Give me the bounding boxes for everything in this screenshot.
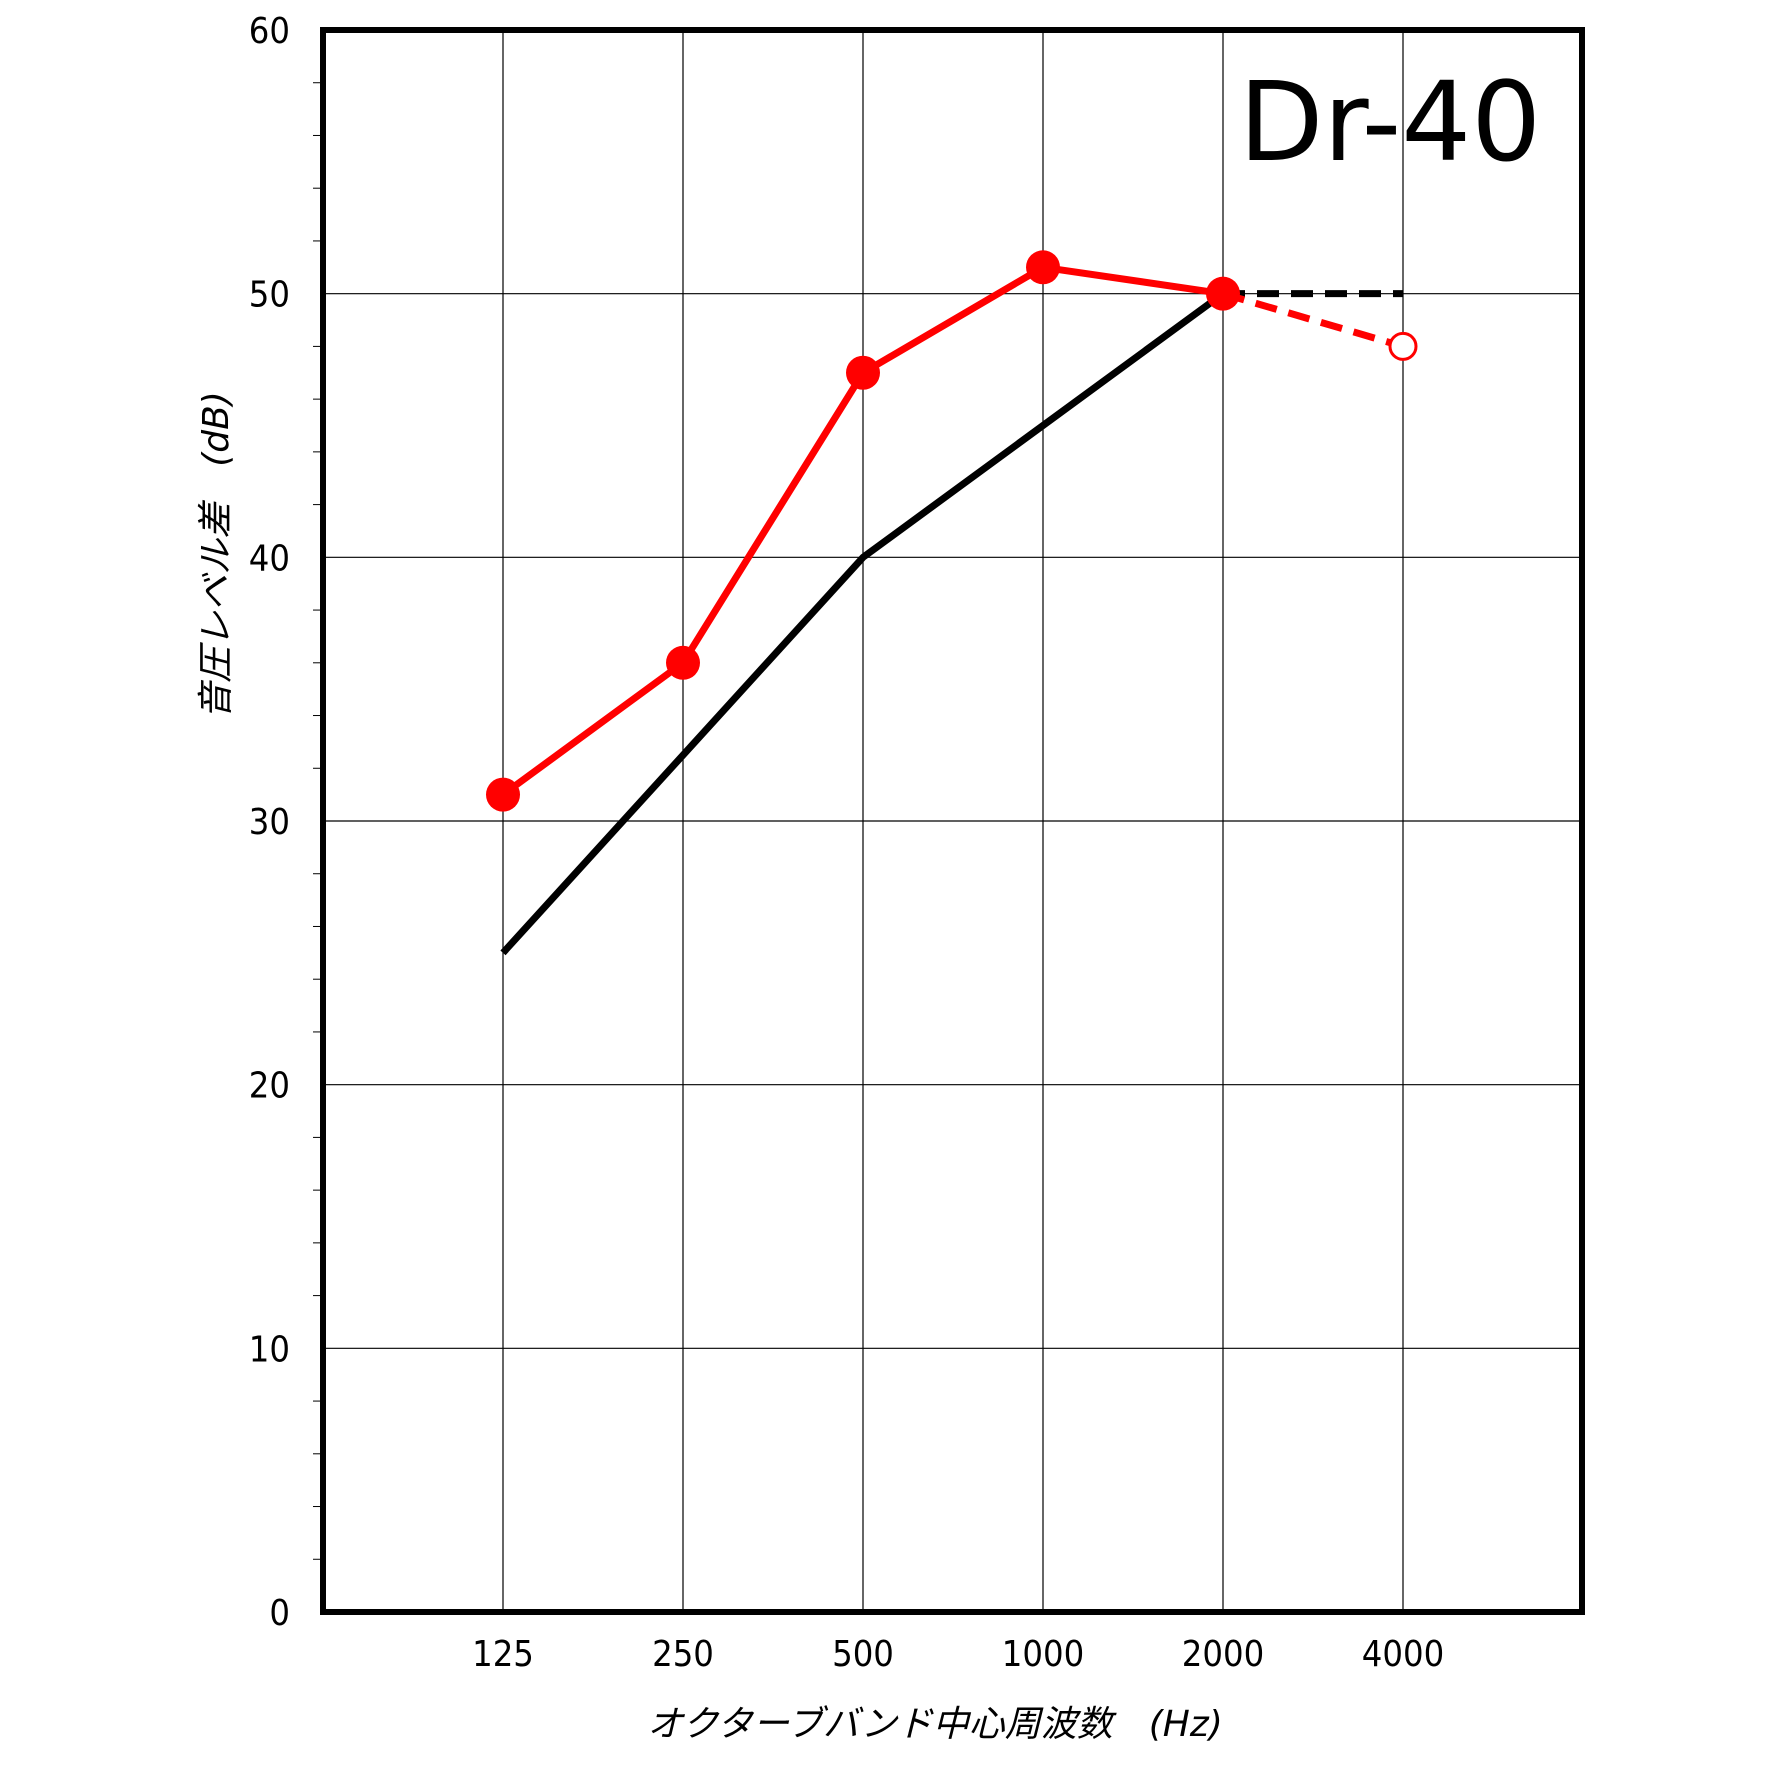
- x-tick-label: 125: [472, 1634, 534, 1675]
- series-black: [500, 290, 1403, 956]
- data-point: [666, 645, 700, 680]
- data-point: [1026, 250, 1060, 285]
- series-red: [486, 250, 1418, 812]
- data-point: [846, 355, 880, 390]
- data-point-open: [1388, 331, 1418, 361]
- x-tick-label: 500: [832, 1634, 894, 1675]
- chart-title: Dr-40: [1239, 58, 1542, 186]
- y-tick-label: 30: [249, 802, 290, 843]
- x-tick-labels: 125 250 500 1000 2000 4000: [472, 1634, 1444, 1675]
- y-tick-labels: 0 10 20 30 40 50 60: [249, 11, 290, 1634]
- y-tick-label: 20: [249, 1066, 290, 1107]
- y-tick-label: 60: [249, 11, 290, 52]
- x-axis-title: オクターブバンド中心周波数 (Hz): [647, 1704, 1223, 1745]
- series-layer: [486, 250, 1418, 956]
- y-tick-label: 10: [249, 1329, 290, 1370]
- x-tick-label: 4000: [1362, 1634, 1444, 1675]
- data-point: [1206, 276, 1240, 311]
- y-axis-title: 音圧レベル差 (dB): [196, 391, 237, 719]
- y-tick-label: 0: [269, 1593, 290, 1634]
- grid: [323, 29, 1582, 1613]
- x-tick-label: 250: [652, 1634, 714, 1675]
- series-dashed-segment: [1222, 290, 1404, 350]
- y-tick-label: 40: [249, 538, 290, 579]
- x-tick-label: 1000: [1002, 1634, 1084, 1675]
- y-tick-label: 50: [249, 275, 290, 316]
- x-tick-label: 2000: [1182, 1634, 1264, 1675]
- series-line: [500, 290, 1226, 956]
- data-point: [486, 777, 520, 812]
- plot-frame: [320, 27, 1585, 1615]
